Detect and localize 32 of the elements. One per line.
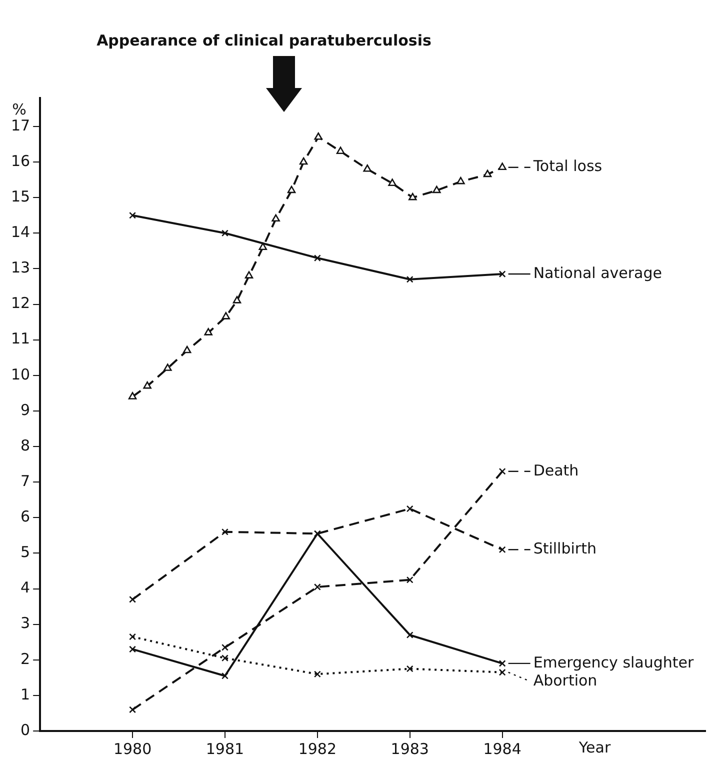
x-axis-title: Year [578,738,612,756]
y-tick-label: 12 [10,294,30,312]
y-tick-label: 17 [10,116,30,134]
x-tick-label: 1982 [298,740,337,758]
legend-label: Abortion [533,671,598,690]
y-tick-label: 15 [10,187,30,206]
y-tick-label: 4 [20,578,30,597]
text: Appearance of clinical paratuberculosis [96,31,432,50]
y-tick-label: 16 [10,152,30,170]
legend-label: Total loss [532,157,602,176]
y-tick-label: 5 [20,543,30,562]
x-tick-label: 1981 [206,740,244,758]
legend-label: Stillbirth [533,540,596,558]
y-tick-label: 9 [20,400,30,419]
y-tick-label: 14 [10,223,30,242]
y-tick-label: 7 [20,472,30,490]
legend-label: Death [533,461,579,480]
y-tick-label: 8 [20,436,30,454]
y-tick-label: 0 [20,720,30,739]
x-tick-label: 1983 [390,740,429,758]
y-tick-label: 1 [20,685,30,704]
y-axis-title: % [12,100,26,118]
y-tick-label: 13 [10,258,30,277]
y-tick-label: 2 [20,650,30,668]
legend-label: National average [533,264,662,282]
legend-label: Emergency slaughter [533,653,695,672]
x-tick-label: 1984 [483,740,522,758]
y-tick-label: 10 [10,365,30,384]
x-tick-label: 1980 [113,740,152,758]
y-tick-label: 3 [20,614,30,632]
y-tick-label: 6 [20,508,30,526]
y-tick-label: 11 [10,330,30,348]
